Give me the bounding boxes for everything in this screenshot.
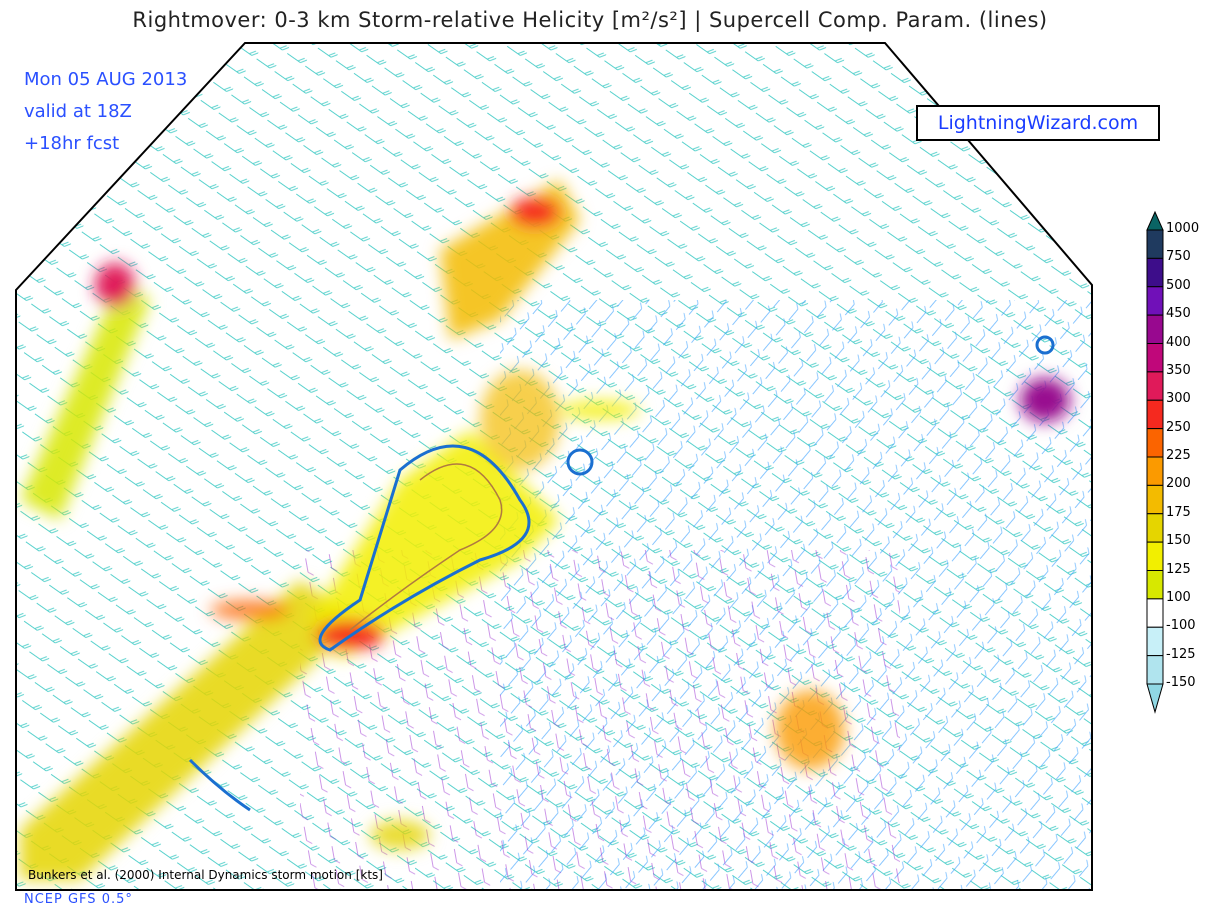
colorbar-label: 450 (1166, 306, 1191, 322)
colorbar-label: 175 (1166, 504, 1191, 520)
colorbar-label: 100 (1166, 589, 1191, 605)
colorbar-label: 750 (1166, 249, 1191, 265)
colorbar-label: -150 (1166, 675, 1196, 690)
colorbar-label: -100 (1166, 618, 1196, 634)
map-title: Rightmover: 0-3 km Storm-relative Helici… (132, 8, 1048, 32)
brand-logo: LightningWizard.com (916, 105, 1160, 141)
colorbar-label: 125 (1166, 561, 1191, 577)
colorbar-label: -125 (1166, 646, 1196, 662)
colorbar-swatch (1146, 570, 1164, 600)
forecast-hour: +18hr fcst (24, 133, 120, 154)
colorbar-swatch (1146, 484, 1164, 515)
colorbar-label: 400 (1166, 334, 1191, 350)
colorbar-swatch (1146, 286, 1164, 316)
colorbar-swatch (1146, 399, 1164, 430)
colorbar-bottom-arrow (1146, 683, 1164, 714)
colorbar-label: 1000 (1166, 221, 1200, 236)
colorbar-label: 300 (1166, 391, 1191, 407)
colorbar-label: 225 (1166, 448, 1191, 463)
colorbar-swatch (1146, 371, 1164, 401)
colorbar-swatch (1146, 229, 1164, 259)
colorbar-swatch (1146, 314, 1164, 344)
forecast-info: Mon 05 AUG 2013 valid at 18Z +18hr fcst (24, 64, 187, 160)
colorbar-swatch (1146, 541, 1164, 571)
colorbar-top-arrow (1146, 210, 1164, 231)
colorbar-swatch (1146, 513, 1164, 543)
colorbar-swatch (1146, 626, 1164, 657)
colorbar-swatch (1146, 598, 1164, 628)
colorbar-swatch (1146, 655, 1164, 685)
colorbar-swatch (1146, 343, 1164, 373)
colorbar (1146, 210, 1164, 714)
helicity-shading (20, 180, 1070, 880)
colorbar-swatch (1146, 428, 1164, 458)
colorbar-label: 200 (1166, 476, 1191, 492)
model-label: NCEP GFS 0.5° (24, 892, 133, 907)
forecast-date: Mon 05 AUG 2013 (24, 69, 188, 90)
colorbar-label: 350 (1166, 362, 1191, 378)
valid-time: valid at 18Z (24, 101, 132, 122)
colorbar-label: 150 (1166, 533, 1191, 549)
map-frame (15, 42, 1093, 891)
storm-motion-credit: Bunkers et al. (2000) Internal Dynamics … (28, 868, 383, 882)
colorbar-swatch (1146, 257, 1164, 288)
scp-contours (188, 335, 1055, 812)
colorbar-swatch (1146, 456, 1164, 486)
colorbar-label: 250 (1166, 419, 1191, 435)
colorbar-label: 500 (1166, 277, 1191, 293)
